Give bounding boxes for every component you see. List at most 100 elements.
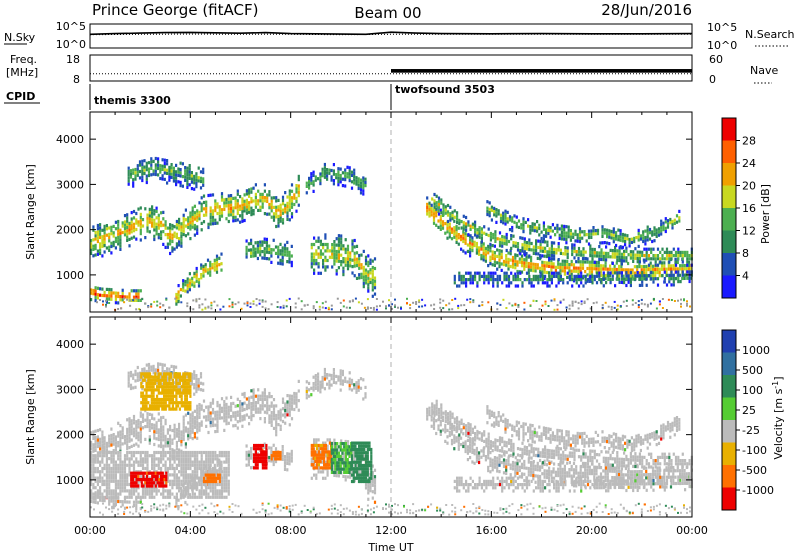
power-cell-1068 (349, 264, 352, 268)
power-cell-1496 (543, 264, 546, 268)
velocity-cell-3178 (236, 397, 239, 401)
power-cell-2456 (467, 278, 470, 282)
velocity-cell-4340 (615, 466, 618, 470)
velocity-cell-3238 (259, 407, 262, 411)
power-cell-2598 (584, 274, 587, 278)
power-cell-163 (123, 214, 127, 218)
velocity-cell-2995 (171, 438, 174, 442)
power-cell-1102 (360, 272, 363, 276)
velocity-cell-4209 (550, 473, 553, 477)
power-cell-2536 (530, 278, 533, 282)
power-cell-276 (169, 242, 172, 246)
power-cell-1391 (491, 253, 494, 257)
power-cell-2409 (657, 230, 661, 234)
power-cell-16 (101, 293, 104, 298)
velocity-cell-2777 (92, 430, 95, 434)
velocity-cell-4292 (593, 472, 596, 476)
power-cell-1726 (660, 261, 664, 265)
power-cell-402 (216, 221, 219, 225)
power-cell-706 (168, 172, 171, 176)
velocity-cell-3488 (195, 380, 198, 384)
power-cell-1060 (346, 267, 350, 271)
power-cell-450 (234, 199, 237, 203)
power-cell-751 (188, 176, 191, 180)
power-cell-86 (96, 236, 99, 240)
velocity-cell-3299 (279, 415, 282, 419)
power-cell-1821 (456, 220, 459, 224)
power-cell-1371 (482, 248, 485, 252)
velocity-cell-2834 (114, 441, 117, 445)
velocity-cell-3999 (441, 418, 445, 422)
power-cell-2622 (607, 271, 610, 275)
velocity-cell-3917 (326, 382, 329, 386)
power-cell-874 (252, 251, 255, 255)
power-cell-2226 (531, 228, 534, 232)
velocity-cell-3448 (175, 365, 178, 369)
power-cell-2430 (671, 219, 674, 224)
velocity-cell-3944 (341, 373, 344, 377)
velocity-cell-3105 (209, 405, 212, 409)
power-cell-1680 (638, 265, 641, 269)
velocity-cell-3240 (259, 397, 262, 401)
power-cell-141 (117, 239, 120, 243)
velocity-cell-4247 (570, 474, 573, 478)
nave-tick-top: 60 (709, 53, 723, 66)
power-cell-2666 (643, 274, 646, 278)
power-cell-2397 (648, 227, 652, 232)
power-cell-2516 (512, 274, 515, 278)
velocity-cell-4075 (482, 450, 485, 454)
power-cell-473 (243, 218, 246, 223)
power-cell-1691 (642, 264, 645, 269)
velocity-cell-2881 (130, 419, 133, 423)
power-cell-1804 (442, 203, 445, 207)
velocity-cell-4425 (663, 475, 666, 479)
power-cell-2246 (545, 231, 548, 235)
power-ground-cell (231, 303, 234, 306)
velocity-cell-2819 (108, 437, 111, 441)
power-cell-1311 (453, 232, 456, 236)
power-cell-1563 (577, 273, 580, 277)
power-cell-2640 (623, 277, 626, 281)
power-cell-1224 (348, 175, 351, 179)
power-cell-704 (168, 178, 171, 182)
power-cell-2624 (609, 277, 612, 281)
power-cell-999 (324, 233, 327, 237)
velocity-cell-3887 (310, 393, 313, 397)
power-cell-772 (197, 166, 200, 170)
power-cell-1769 (683, 264, 686, 268)
power-cell-1097 (358, 263, 361, 267)
velocity-cell-4157 (523, 459, 526, 464)
velocity-cell-4484 (433, 404, 436, 408)
velocity-cell-3941 (339, 369, 342, 373)
power-cell-492 (248, 188, 251, 192)
velocity-cell-3032 (184, 442, 187, 446)
power-cell-2031 (605, 258, 608, 262)
power-cell-985 (319, 239, 322, 243)
velocity-cell-3224 (252, 388, 255, 392)
velocity-cell-4436 (669, 478, 673, 483)
power-cell-2029 (602, 254, 605, 258)
power-cell-387 (209, 209, 212, 213)
power-cell-257 (160, 224, 163, 228)
power-cell-106 (103, 250, 106, 254)
power-cell-295 (175, 242, 178, 246)
power-ground-cell (463, 304, 466, 307)
velocity-cell-4353 (620, 469, 623, 474)
power-cell-814 (193, 281, 196, 285)
velocity-cell-3010 (178, 448, 181, 452)
power-cell-1345 (469, 241, 472, 245)
velocity-cell-3822 (355, 462, 359, 466)
velocity-cell-3926 (330, 373, 333, 378)
velocity-cell-4224 (559, 467, 562, 471)
power-cell-1283 (437, 209, 440, 213)
power-cell-563 (279, 219, 282, 223)
velocity-cell-4560 (480, 435, 483, 439)
power-cell-2505 (505, 284, 508, 288)
power-cell-794 (182, 285, 185, 289)
power-cell-546 (272, 212, 276, 216)
velocity-cell-4255 (572, 461, 576, 465)
velocity-cell-4185 (536, 461, 539, 465)
power-cell-1073 (351, 271, 354, 275)
velocity-cell-3864 (371, 490, 374, 494)
power-cell-1921 (528, 254, 531, 258)
